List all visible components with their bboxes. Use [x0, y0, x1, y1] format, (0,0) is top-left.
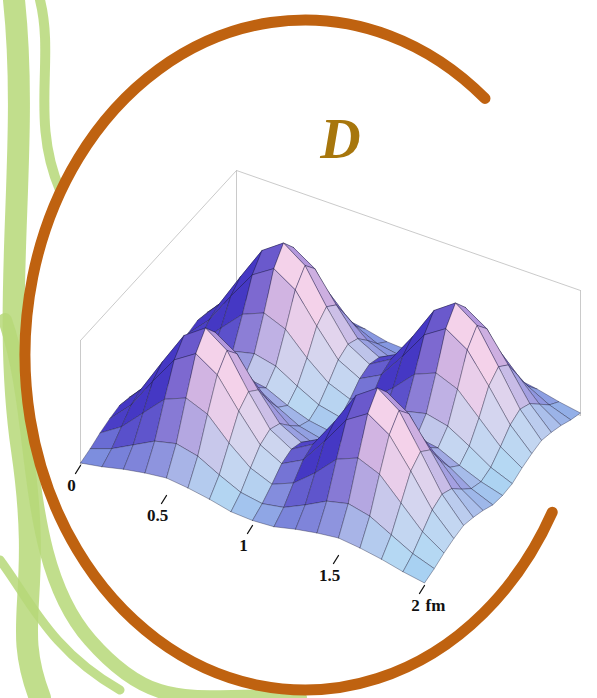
svg-text:D: D [319, 108, 360, 170]
svg-text:0: 0 [67, 476, 76, 495]
svg-text:1.5: 1.5 [319, 566, 340, 585]
svg-text:0.5: 0.5 [147, 506, 168, 525]
svg-text:fm: fm [426, 596, 446, 615]
svg-text:1: 1 [239, 536, 248, 555]
svg-text:2: 2 [411, 596, 420, 615]
